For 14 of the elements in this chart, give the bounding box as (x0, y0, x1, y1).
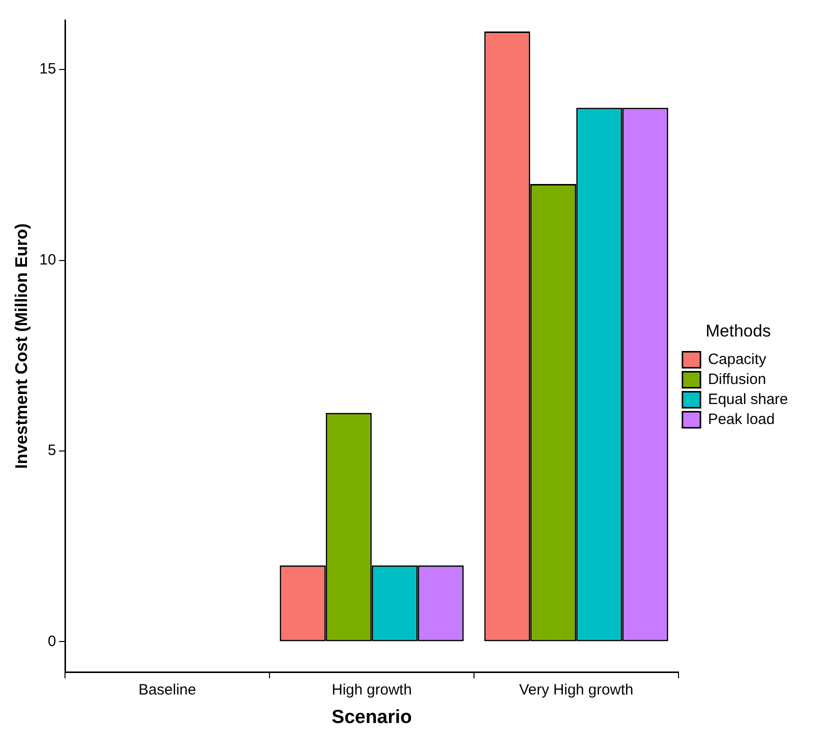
y-axis-title: Investment Cost (Million Euro) (12, 223, 31, 469)
y-tick-label: 0 (48, 632, 56, 650)
legend-label: Diffusion (708, 370, 766, 388)
x-tick-label: Baseline (138, 681, 196, 698)
legend-label: Peak load (708, 410, 775, 428)
y-tick-label: 5 (48, 442, 56, 460)
legend-label: Equal share (708, 390, 788, 408)
legend-title: Methods (706, 321, 771, 340)
y-tick-label: 10 (39, 251, 56, 268)
y-tick-label: 15 (39, 60, 56, 78)
x-axis-title: Scenario (332, 706, 412, 728)
x-tick-label: High growth (332, 681, 412, 698)
legend-label: Capacity (708, 350, 767, 368)
x-tick-label: Very High growth (519, 681, 634, 698)
